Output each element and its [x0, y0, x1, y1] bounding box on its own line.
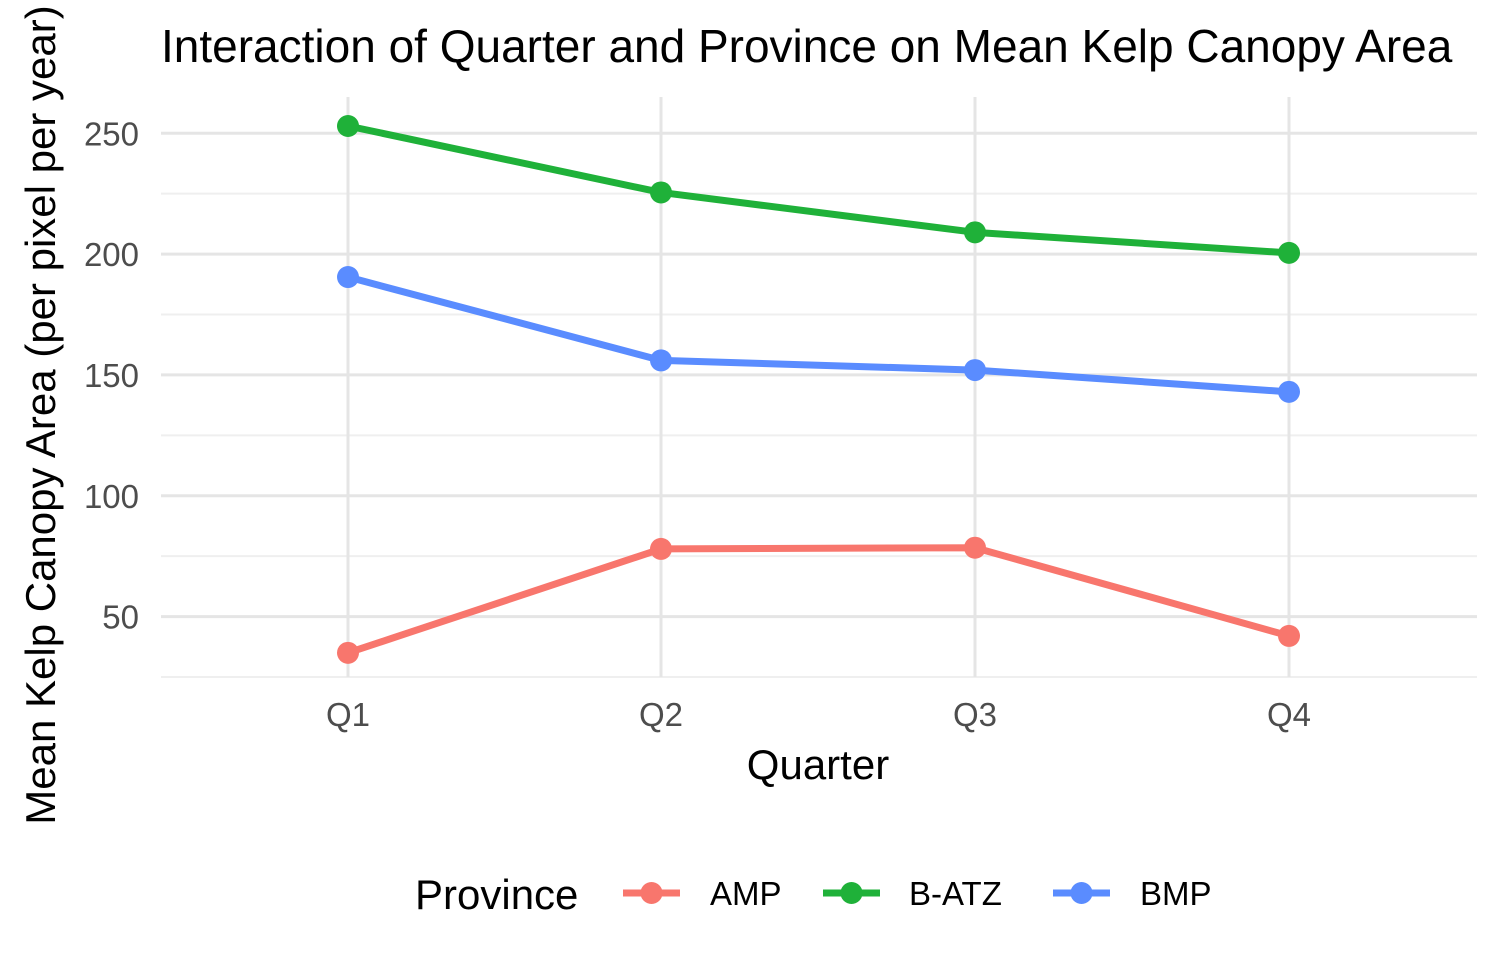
data-point	[650, 349, 672, 372]
legend-item-bmp: BMP	[1053, 875, 1212, 912]
data-point	[650, 181, 672, 204]
data-point	[964, 359, 986, 382]
x-tick-label: Q4	[1267, 696, 1311, 733]
legend-item-amp: AMP	[623, 875, 782, 912]
x-axis-title: Quarter	[747, 741, 889, 788]
x-tick-label: Q3	[953, 696, 997, 733]
legend-item-b-atz: B-ATZ	[823, 875, 1002, 912]
series-line	[347, 122, 1290, 257]
y-tick-label: 100	[84, 478, 139, 515]
data-point	[964, 536, 986, 559]
series-bmp	[337, 266, 1300, 403]
data-point	[964, 221, 986, 244]
data-point	[1278, 380, 1300, 403]
series-line	[347, 273, 1290, 396]
legend-label: BMP	[1140, 875, 1212, 912]
legend-key-point	[640, 882, 663, 904]
legend-key-point	[1070, 882, 1093, 904]
legend-title: Province	[415, 871, 578, 918]
series-layer	[337, 115, 1300, 664]
y-tick-label: 50	[102, 599, 139, 636]
y-axis-title: Mean Kelp Canopy Area (per pixel per yea…	[17, 5, 64, 824]
legend: Province AMP B-ATZ BMP	[415, 871, 1212, 918]
data-point	[650, 537, 672, 560]
chart-title: Interaction of Quarter and Province on M…	[161, 20, 1453, 72]
y-tick-label: 150	[84, 357, 139, 394]
data-point	[337, 115, 359, 137]
x-tick-label: Q2	[639, 696, 683, 733]
series-line	[346, 544, 1290, 657]
x-tick-labels: Q1 Q2 Q3 Q4	[326, 696, 1311, 733]
y-tick-label: 200	[84, 236, 139, 273]
data-point	[337, 641, 359, 664]
legend-key-point	[840, 882, 863, 904]
legend-items: AMP B-ATZ BMP	[623, 875, 1212, 912]
series-amp	[337, 536, 1300, 664]
legend-label: B-ATZ	[909, 875, 1002, 912]
data-point	[337, 266, 359, 289]
y-tick-labels: 50 100 150 200 250	[84, 115, 139, 635]
y-tick-label: 250	[84, 115, 139, 152]
data-point	[1278, 624, 1300, 647]
x-tick-label: Q1	[326, 696, 370, 733]
legend-label: AMP	[710, 875, 782, 912]
data-point	[1278, 241, 1300, 264]
series-b-atz	[337, 115, 1300, 264]
